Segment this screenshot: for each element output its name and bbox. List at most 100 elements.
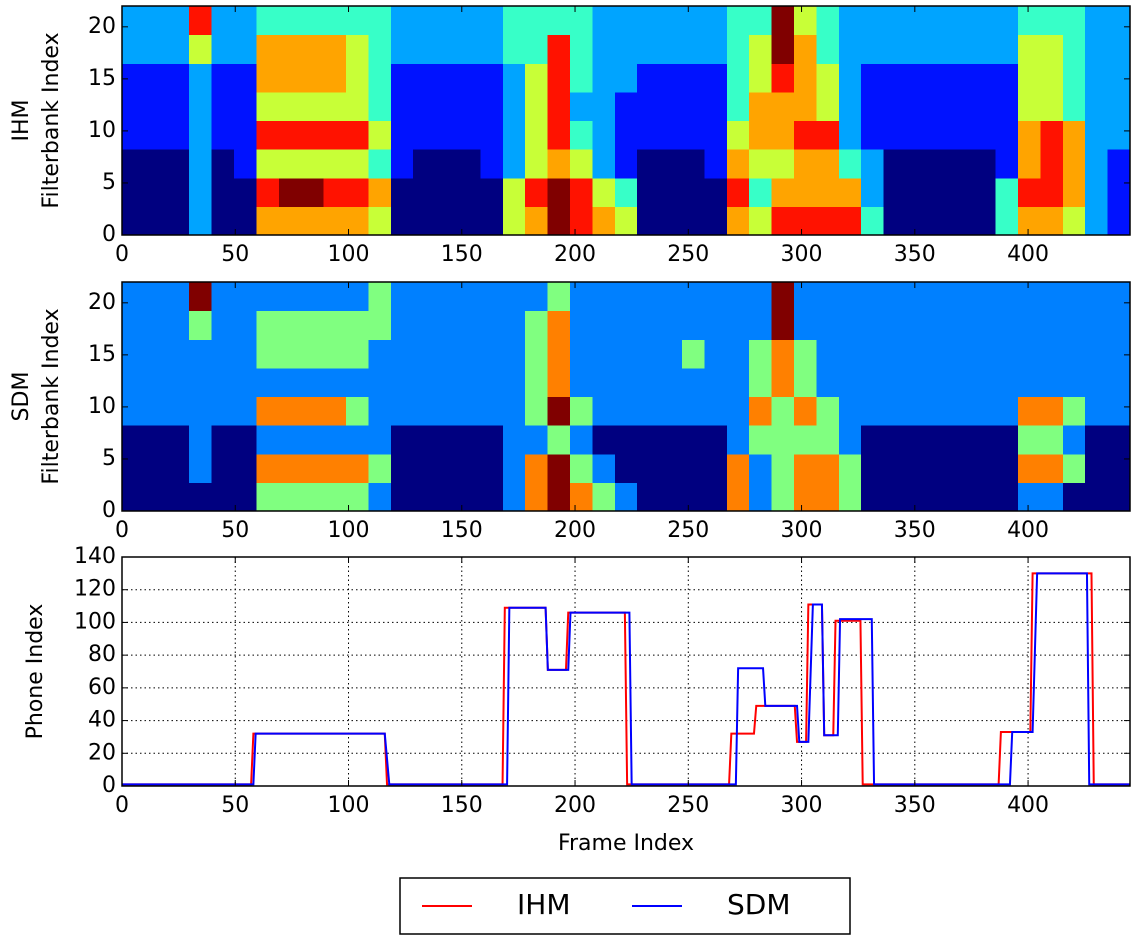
heatmap-cell: [502, 425, 526, 455]
heatmap-cell: [144, 6, 168, 36]
heatmap-cell: [659, 282, 683, 312]
heatmap-cell: [1062, 177, 1086, 207]
heatmap-cell: [861, 34, 885, 64]
heatmap-cell: [816, 120, 840, 150]
heatmap-cell: [144, 482, 168, 512]
heatmap-cell: [346, 453, 369, 483]
heatmap-cell: [570, 453, 593, 483]
heatmap-cell: [973, 310, 997, 340]
heatmap-cell: [637, 6, 661, 36]
heatmap-cell: [390, 339, 414, 369]
heatmap-cell: [614, 177, 638, 207]
heatmap-cell: [547, 63, 571, 93]
heatmap-cell: [166, 282, 190, 312]
heatmap-cell: [592, 206, 616, 236]
heatmap-cell: [525, 367, 549, 398]
heatmap-cell: [973, 282, 997, 312]
heatmap-cell: [278, 91, 302, 122]
heatmap-cell: [704, 396, 728, 426]
heatmap-cell: [906, 6, 929, 36]
y-tick-label: 120: [74, 577, 116, 602]
heatmap-cell: [861, 6, 885, 36]
heatmap-cell: [278, 149, 302, 179]
y-tick-label: 5: [102, 446, 116, 471]
heatmap-cell: [682, 339, 705, 369]
heatmap-cell: [906, 339, 929, 369]
heatmap-cell: [1018, 396, 1041, 426]
heatmap-cell: [122, 367, 145, 398]
heatmap-cell: [189, 177, 213, 207]
heatmap-cell: [883, 206, 907, 236]
heatmap-cell: [435, 34, 459, 64]
heatmap-cell: [749, 453, 773, 483]
heatmap-cell: [659, 63, 683, 93]
heatmap-cell: [1040, 34, 1064, 64]
heatmap-cell: [637, 425, 661, 455]
heatmap-cell: [570, 367, 593, 398]
heatmap-cell: [861, 120, 885, 150]
heatmap-cell: [166, 425, 190, 455]
heatmap-cell: [950, 425, 974, 455]
heatmap-cell: [726, 63, 750, 93]
heatmap-cell: [211, 120, 235, 150]
heatmap-cell: [458, 34, 481, 64]
heatmap-cell: [234, 177, 257, 207]
heatmap-cell: [346, 91, 369, 122]
heatmap-cell: [995, 6, 1019, 36]
heatmap-cell: [390, 91, 414, 122]
heatmap-cell: [301, 149, 325, 179]
heatmap-cell: [547, 310, 571, 340]
heatmap-cell: [525, 453, 549, 483]
heatmap-cell: [368, 282, 392, 312]
heatmap-cell: [166, 396, 190, 426]
heatmap-cell: [861, 339, 885, 369]
heatmap-cell: [659, 339, 683, 369]
heatmap-cell: [1062, 91, 1086, 122]
heatmap-cell: [950, 206, 974, 236]
heatmap-cell: [211, 177, 235, 207]
heatmap-cell: [592, 367, 616, 398]
heatmap-cell: [435, 310, 459, 340]
heatmap-cell: [547, 396, 571, 426]
heatmap-cell: [838, 396, 862, 426]
heatmap-cell: [928, 206, 952, 236]
heatmap-cell: [1107, 396, 1131, 426]
heatmap-cell: [704, 367, 728, 398]
heatmap-cell: [189, 206, 213, 236]
heatmap-cell: [704, 34, 728, 64]
heatmap-cell: [480, 120, 504, 150]
heatmap-cell: [883, 367, 907, 398]
x-tick-label: 300: [781, 242, 823, 267]
heatmap-cell: [278, 310, 302, 340]
heatmap-cell: [1040, 149, 1064, 179]
heatmap-cell: [704, 425, 728, 455]
heatmap-cell: [144, 91, 168, 122]
heatmap-cell: [928, 425, 952, 455]
heatmap-cell: [704, 339, 728, 369]
heatmap-cell: [525, 34, 549, 64]
heatmap-cell: [1018, 63, 1041, 93]
heatmap-cell: [1085, 396, 1109, 426]
heatmap-cell: [838, 63, 862, 93]
heatmap-cell: [995, 396, 1019, 426]
heatmap-cell: [928, 149, 952, 179]
heatmap-cell: [995, 177, 1019, 207]
heatmap-cell: [883, 282, 907, 312]
y-axis-label: Filterbank Index: [39, 308, 64, 484]
heatmap-cell: [525, 482, 549, 512]
heatmap-cell: [502, 396, 526, 426]
heatmap-cell: [906, 396, 929, 426]
heatmap-cell: [256, 282, 280, 312]
heatmap-cell: [771, 482, 795, 512]
heatmap-cell: [368, 34, 392, 64]
heatmap-cell: [1040, 396, 1064, 426]
heatmap-cell: [189, 282, 213, 312]
y-tick-label: 0: [102, 773, 116, 798]
heatmap-cell: [614, 63, 638, 93]
heatmap-cell: [928, 177, 952, 207]
heatmap-cell: [1107, 367, 1131, 398]
heatmap-cell: [1107, 310, 1131, 340]
heatmap-cell: [570, 63, 593, 93]
heatmap-cell: [861, 367, 885, 398]
y-tick-label: 100: [74, 609, 116, 634]
